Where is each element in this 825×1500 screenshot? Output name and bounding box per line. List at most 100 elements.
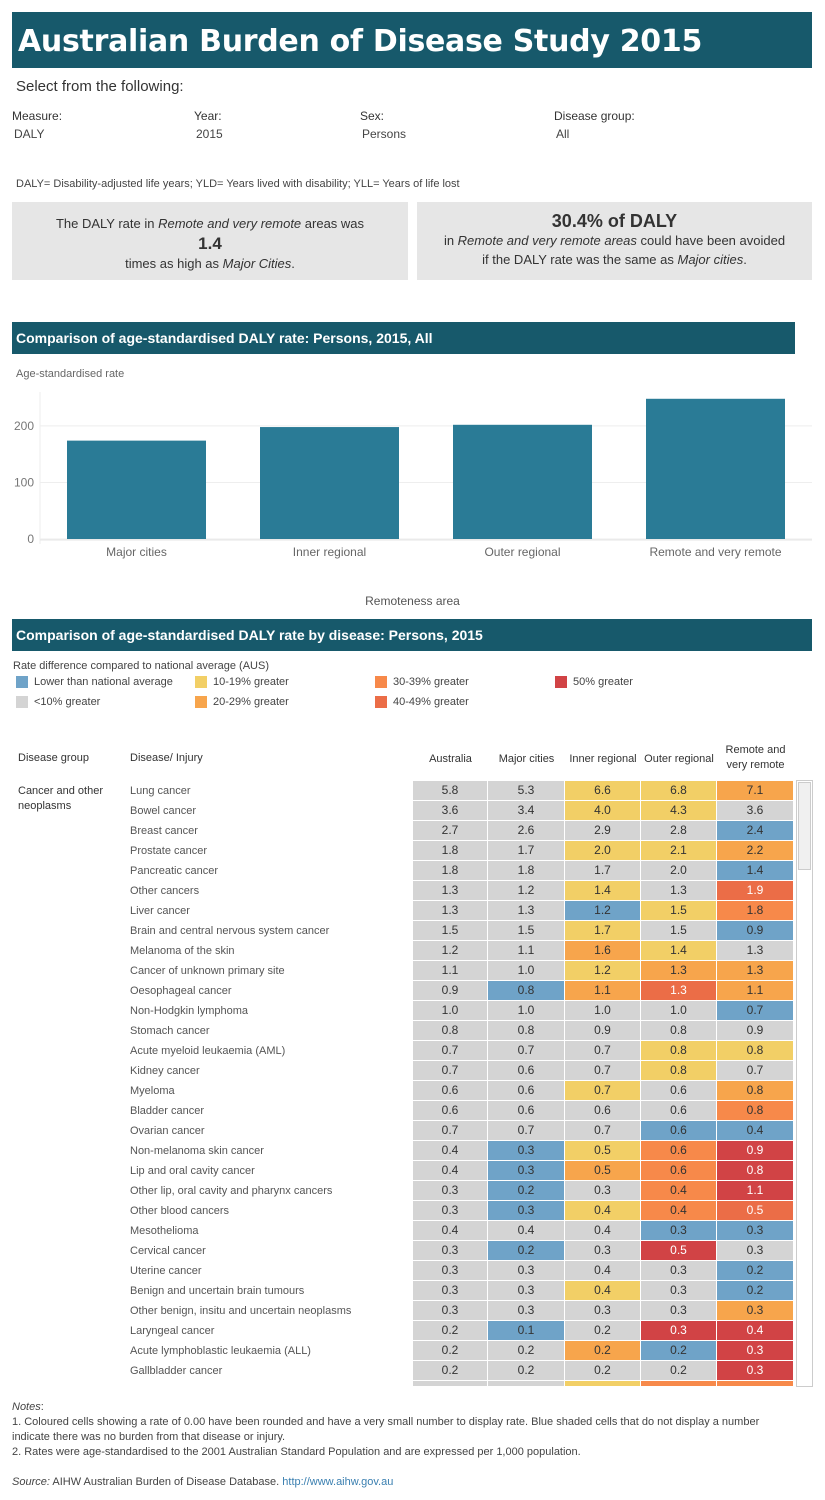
rate-cell[interactable]: 1.8 [717,901,793,920]
year-value[interactable]: 2015 [196,127,223,141]
rate-cell[interactable]: 0.3 [413,1261,487,1280]
rate-cell[interactable]: 0.7 [413,1061,487,1080]
rate-cell[interactable]: 0.7 [488,1041,564,1060]
rate-cell[interactable]: 0.4 [717,1121,793,1140]
rate-cell[interactable]: 0.7 [717,1061,793,1080]
year-filter[interactable]: Year: 2015 [194,109,223,141]
rate-cell[interactable]: 0.5 [641,1241,716,1260]
rate-cell[interactable]: 0.9 [413,981,487,1000]
rate-cell[interactable]: 0.2 [641,1341,716,1360]
rate-cell[interactable]: 0.4 [717,1321,793,1340]
rate-cell[interactable]: 0.6 [488,1081,564,1100]
rate-cell[interactable]: 5.3 [488,781,564,800]
rate-cell[interactable]: 1.1 [488,941,564,960]
rate-cell[interactable]: 1.1 [565,981,640,1000]
rate-cell[interactable]: 0.4 [641,1181,716,1200]
rate-cell[interactable]: 0.6 [641,1141,716,1160]
bar-remote-and-very-remote[interactable] [646,398,785,539]
rate-cell[interactable]: 0.8 [717,1161,793,1180]
sex-value[interactable]: Persons [362,127,407,141]
rate-cell[interactable]: 1.2 [413,941,487,960]
rate-cell[interactable]: 0.8 [641,1061,716,1080]
rate-cell[interactable]: 0.8 [641,1021,716,1040]
rate-cell[interactable]: 7.1 [717,781,793,800]
rate-cell[interactable]: 0.8 [488,981,564,1000]
disease-group-filter[interactable]: Disease group: All [554,109,635,141]
legend-item-g20[interactable]: 20-29% greater [195,696,289,708]
rate-cell[interactable]: 3.6 [717,801,793,820]
rate-cell[interactable]: 1.3 [413,881,487,900]
table-scrollbar[interactable] [796,780,813,1387]
rate-cell[interactable]: 1.2 [488,881,564,900]
rate-cell[interactable] [413,1381,487,1386]
rate-cell[interactable] [717,1381,793,1386]
rate-cell[interactable]: 0.3 [488,1301,564,1320]
rate-cell[interactable]: 0.3 [717,1241,793,1260]
rate-cell[interactable]: 0.3 [488,1201,564,1220]
scrollbar-thumb[interactable] [798,782,811,870]
rate-cell[interactable]: 6.8 [641,781,716,800]
rate-cell[interactable]: 0.7 [565,1081,640,1100]
legend-item-lt10[interactable]: <10% greater [16,696,100,708]
rate-cell[interactable]: 0.6 [641,1081,716,1100]
rate-cell[interactable]: 1.7 [488,841,564,860]
rate-cell[interactable]: 2.0 [565,841,640,860]
rate-cell[interactable]: 0.3 [641,1321,716,1340]
rate-cell[interactable]: 0.2 [565,1321,640,1340]
rate-cell[interactable]: 0.3 [717,1341,793,1360]
rate-cell[interactable]: 0.3 [641,1261,716,1280]
rate-cell[interactable]: 0.6 [641,1161,716,1180]
rate-cell[interactable]: 0.3 [413,1241,487,1260]
legend-item-g10[interactable]: 10-19% greater [195,676,289,688]
rate-cell[interactable]: 0.3 [413,1281,487,1300]
rate-cell[interactable]: 0.6 [413,1101,487,1120]
legend-item-g40[interactable]: 40-49% greater [375,696,469,708]
rate-cell[interactable]: 0.3 [641,1301,716,1320]
legend-item-g30[interactable]: 30-39% greater [375,676,469,688]
rate-cell[interactable]: 0.8 [717,1041,793,1060]
rate-cell[interactable]: 0.7 [565,1041,640,1060]
rate-cell[interactable]: 1.0 [413,1001,487,1020]
sex-filter[interactable]: Sex: Persons [360,109,406,141]
rate-cell[interactable]: 1.2 [565,901,640,920]
rate-cell[interactable]: 0.3 [488,1141,564,1160]
rate-cell[interactable]: 3.4 [488,801,564,820]
rate-cell[interactable]: 1.1 [717,1181,793,1200]
rate-cell[interactable]: 0.4 [413,1161,487,1180]
rate-cell[interactable]: 1.4 [565,881,640,900]
rate-cell[interactable]: 0.8 [488,1021,564,1040]
rate-cell[interactable]: 0.9 [717,921,793,940]
rate-cell[interactable]: 0.3 [641,1221,716,1240]
rate-cell[interactable]: 0.3 [565,1301,640,1320]
rate-cell[interactable]: 0.2 [717,1261,793,1280]
rate-cell[interactable]: 0.6 [641,1121,716,1140]
rate-cell[interactable]: 0.3 [413,1301,487,1320]
rate-cell[interactable]: 0.6 [641,1101,716,1120]
rate-cell[interactable]: 1.6 [565,941,640,960]
bar-inner-regional[interactable] [260,427,399,539]
rate-cell[interactable]: 0.9 [565,1021,640,1040]
rate-cell[interactable]: 0.7 [488,1121,564,1140]
rate-cell[interactable]: 0.2 [488,1181,564,1200]
rate-cell[interactable]: 0.2 [641,1361,716,1380]
legend-item-g50[interactable]: 50% greater [555,676,633,688]
rate-cell[interactable]: 0.8 [641,1041,716,1060]
rate-cell[interactable]: 0.5 [565,1161,640,1180]
rate-cell[interactable] [488,1381,564,1386]
rate-cell[interactable]: 0.2 [413,1341,487,1360]
rate-cell[interactable]: 0.6 [488,1101,564,1120]
rate-cell[interactable]: 0.2 [413,1361,487,1380]
rate-cell[interactable]: 0.3 [641,1281,716,1300]
rate-cell[interactable]: 1.0 [488,1001,564,1020]
rate-cell[interactable]: 1.7 [565,861,640,880]
rate-cell[interactable]: 2.0 [641,861,716,880]
rate-cell[interactable]: 0.4 [413,1141,487,1160]
rate-cell[interactable]: 0.8 [717,1101,793,1120]
rate-cell[interactable]: 0.6 [488,1061,564,1080]
rate-cell[interactable]: 2.8 [641,821,716,840]
rate-cell[interactable]: 1.3 [413,901,487,920]
rate-cell[interactable]: 2.2 [717,841,793,860]
rate-cell[interactable]: 4.3 [641,801,716,820]
rate-cell[interactable]: 0.7 [565,1121,640,1140]
rate-cell[interactable]: 0.2 [565,1341,640,1360]
